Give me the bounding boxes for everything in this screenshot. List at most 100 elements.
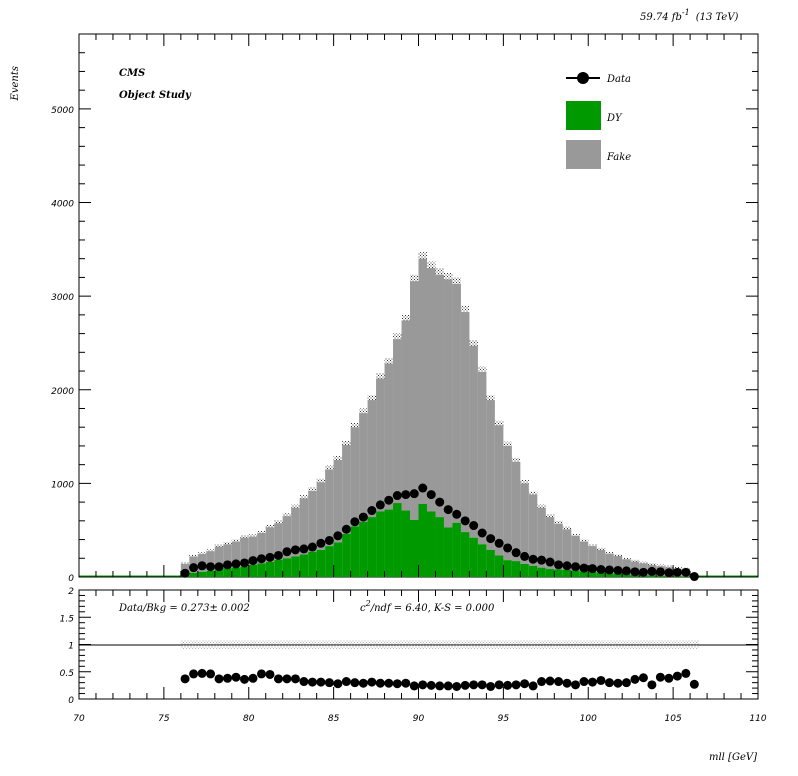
ratio-point: [435, 681, 445, 691]
fake-bar: [265, 527, 275, 563]
ratio-unc-box: [240, 640, 249, 649]
data-point: [689, 572, 699, 582]
uncertainty-box: [579, 539, 589, 542]
ratio-point: [341, 677, 351, 687]
data-point: [307, 542, 317, 552]
fake-bar: [579, 541, 589, 572]
ratio-unc-box: [528, 640, 538, 649]
y-tick-label: 5000: [51, 106, 74, 116]
dy-bar: [571, 570, 580, 577]
fake-bar: [393, 339, 402, 504]
ratio-unc-box: [537, 640, 546, 649]
legend-dy-label: DY: [606, 113, 623, 124]
uncertainty-box: [426, 261, 436, 269]
ratio-unc-box: [664, 640, 674, 649]
dy-bar: [376, 511, 385, 577]
uncertainty-box: [588, 544, 597, 547]
data-point: [494, 538, 504, 548]
ratio-point: [333, 679, 343, 689]
ratio-point: [664, 673, 674, 683]
ratio-unc-box: [656, 640, 665, 649]
ratio-point: [375, 678, 385, 688]
legend-dy-swatch: [566, 101, 601, 130]
ratio-point: [299, 677, 309, 687]
data-point: [358, 512, 368, 522]
fake-bar: [469, 345, 478, 538]
ratio-unc-box: [350, 640, 360, 649]
ratio-point: [401, 678, 411, 688]
data-point: [299, 544, 309, 554]
ratio-point: [443, 681, 453, 691]
dy-bar: [486, 549, 495, 577]
ratio-point: [418, 680, 428, 690]
dy-bar: [265, 562, 275, 577]
data-point: [256, 554, 266, 564]
ratio-point: [469, 680, 479, 690]
uncertainty-box: [520, 479, 529, 484]
uncertainty-box: [647, 563, 657, 565]
data-point: [486, 534, 496, 544]
x-axis-ticks: 70 75 80 85 90 95 100 105 110: [73, 590, 767, 724]
ratio-unc-box: [477, 640, 487, 649]
x-tick-label: 105: [665, 714, 682, 724]
x-tick-label: 110: [749, 714, 766, 724]
y-tick-label: 4000: [51, 200, 74, 210]
dy-bar: [605, 573, 614, 577]
data-point: [443, 505, 453, 515]
ratio-point: [189, 669, 199, 679]
data-point: [571, 562, 581, 572]
ratio-point: [486, 681, 496, 691]
dy-bar: [588, 571, 597, 577]
ratio-point: [248, 673, 258, 683]
fake-bar: [384, 363, 394, 510]
ratio-unc-box: [333, 640, 343, 649]
fake-bar: [308, 490, 317, 552]
data-point: [460, 516, 470, 526]
data-point: [223, 560, 233, 570]
x-axis-title: mll [GeV]: [709, 752, 757, 763]
data-point: [282, 547, 292, 557]
ratio-unc-box: [579, 640, 589, 649]
data-point: [511, 548, 521, 558]
ratio-unc-box: [443, 640, 453, 649]
fake-bar: [588, 546, 597, 572]
data-point: [579, 563, 589, 573]
ratio-point: [350, 678, 360, 688]
uncertainty-band: [180, 252, 691, 570]
ratio-point: [528, 681, 538, 691]
data-point: [265, 552, 275, 562]
ratio-point: [613, 678, 623, 688]
y-tick-label: 3000: [51, 293, 74, 303]
ratio-unc-box: [511, 640, 521, 649]
x-tick-label: 85: [328, 714, 340, 724]
ratio-unc-box: [503, 640, 512, 649]
fake-bar: [460, 312, 470, 533]
dy-bar: [189, 572, 198, 577]
fake-bar: [333, 459, 343, 543]
fake-bar: [257, 532, 266, 564]
ratio-unc-box: [367, 640, 377, 649]
dy-bar: [367, 517, 377, 577]
data-point: [231, 559, 241, 569]
ratio-unc-box: [316, 640, 326, 649]
dy-bar: [231, 567, 241, 577]
uncertainty-box: [291, 504, 300, 508]
dy-bar: [435, 517, 444, 577]
dy-bar: [426, 511, 436, 577]
uncertainty-box: [494, 420, 504, 426]
ratio-unc-box: [494, 640, 504, 649]
ratio-point: [520, 679, 530, 689]
dy-bar: [308, 551, 317, 577]
fake-bar: [528, 494, 538, 566]
data-point: [672, 567, 682, 577]
dy-bar: [197, 571, 207, 577]
dy-bars: [180, 503, 691, 577]
data-point: [180, 568, 190, 578]
data-point: [604, 565, 614, 575]
fake-bar: [206, 551, 215, 571]
data-point: [630, 567, 640, 577]
data-point: [537, 555, 547, 565]
uncertainty-box: [214, 544, 224, 547]
chi2-exponent: 2: [365, 599, 371, 608]
